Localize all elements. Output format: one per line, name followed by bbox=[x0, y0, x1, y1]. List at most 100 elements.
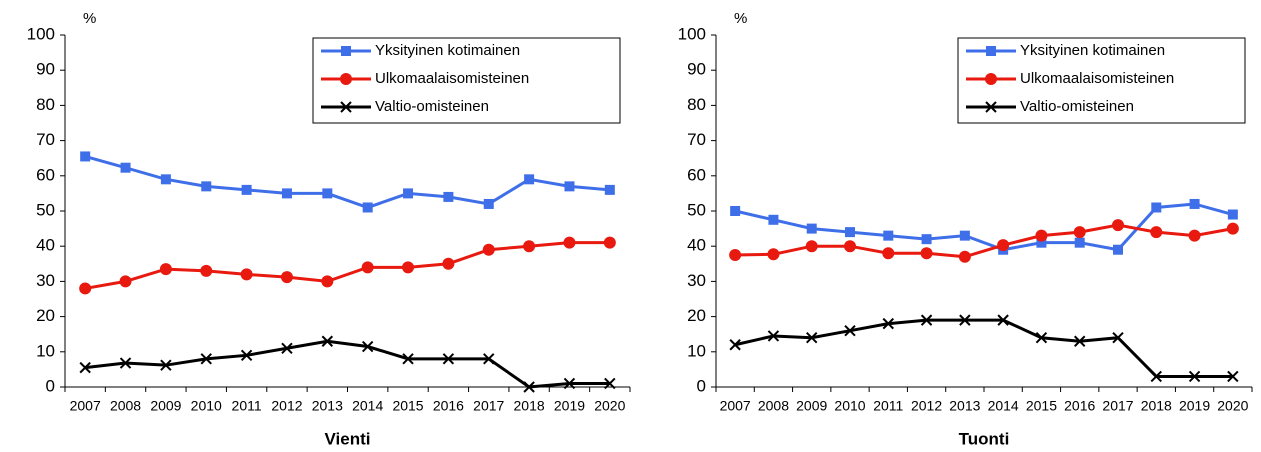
marker bbox=[322, 188, 333, 199]
marker bbox=[1112, 332, 1124, 344]
marker bbox=[1188, 370, 1201, 383]
x-tick-label: 2007 bbox=[720, 398, 751, 414]
marker bbox=[119, 357, 132, 369]
y-tick-label: 60 bbox=[687, 165, 706, 184]
x-tick-label: 2013 bbox=[312, 398, 343, 414]
marker bbox=[845, 227, 855, 238]
line bbox=[734, 202, 1234, 252]
marker bbox=[200, 353, 212, 365]
marker bbox=[402, 353, 414, 365]
marker bbox=[767, 330, 780, 342]
marker bbox=[805, 240, 818, 253]
marker bbox=[729, 339, 741, 351]
marker bbox=[362, 202, 373, 213]
series bbox=[729, 314, 1239, 383]
marker bbox=[442, 257, 455, 270]
marker bbox=[729, 249, 742, 261]
marker bbox=[482, 243, 495, 256]
marker bbox=[959, 314, 971, 326]
marker bbox=[1151, 202, 1162, 213]
marker bbox=[1150, 370, 1162, 383]
marker bbox=[443, 191, 454, 202]
marker bbox=[321, 335, 334, 347]
x-tick-label: 2010 bbox=[191, 398, 222, 414]
x-tick-label: 2015 bbox=[392, 398, 423, 414]
y-tick-label: 100 bbox=[678, 24, 706, 43]
line bbox=[84, 241, 610, 290]
marker bbox=[844, 324, 856, 337]
series bbox=[729, 219, 1239, 263]
x-tick-label: 2020 bbox=[1217, 398, 1248, 414]
legend-marker bbox=[985, 101, 997, 113]
x-tick-label: 2018 bbox=[514, 398, 545, 414]
x-tick-label: 2019 bbox=[554, 398, 585, 414]
marker bbox=[997, 239, 1010, 252]
legend-label: Ulkomaalaisomisteinen bbox=[375, 70, 529, 87]
marker bbox=[119, 275, 132, 288]
series bbox=[80, 151, 615, 213]
marker bbox=[882, 317, 894, 330]
legend-label: Valtio-omisteinen bbox=[1020, 98, 1134, 115]
marker bbox=[361, 261, 374, 274]
chart-title: Vienti bbox=[325, 429, 371, 448]
marker bbox=[200, 264, 213, 277]
marker bbox=[442, 353, 455, 365]
marker bbox=[1035, 332, 1048, 344]
x-tick-label: 2011 bbox=[232, 398, 262, 414]
y-tick-label: 50 bbox=[687, 200, 706, 219]
y-tick-label: 30 bbox=[36, 271, 55, 290]
marker bbox=[160, 359, 172, 371]
marker bbox=[80, 151, 91, 162]
marker bbox=[483, 353, 495, 365]
marker bbox=[79, 282, 92, 295]
marker bbox=[1112, 219, 1124, 232]
y-tick-label: 70 bbox=[687, 130, 706, 149]
marker bbox=[730, 206, 741, 216]
marker bbox=[920, 314, 933, 326]
marker bbox=[1226, 222, 1239, 235]
marker bbox=[321, 275, 334, 288]
x-tick-label: 2007 bbox=[70, 398, 101, 414]
marker bbox=[201, 181, 212, 192]
y-tick-label: 90 bbox=[687, 60, 706, 79]
y-tick-label: 40 bbox=[36, 236, 55, 255]
x-tick-label: 2009 bbox=[150, 398, 181, 414]
marker bbox=[563, 236, 576, 249]
marker bbox=[402, 261, 415, 274]
y-tick-label: 0 bbox=[697, 376, 706, 395]
y-tick-label: 90 bbox=[36, 60, 55, 79]
line bbox=[735, 223, 1234, 259]
series bbox=[79, 335, 616, 393]
x-tick-label: 2016 bbox=[1064, 398, 1095, 414]
marker bbox=[1073, 226, 1086, 239]
x-tick-label: 2011 bbox=[873, 398, 903, 414]
marker bbox=[361, 340, 374, 353]
marker bbox=[564, 181, 575, 192]
line bbox=[734, 318, 1233, 378]
chart-title: Tuonti bbox=[959, 429, 1010, 448]
marker bbox=[883, 230, 894, 241]
marker bbox=[241, 184, 252, 195]
y-tick-label: 40 bbox=[687, 236, 706, 255]
x-tick-label: 2013 bbox=[949, 398, 980, 414]
y-tick-label: 60 bbox=[36, 165, 55, 184]
marker bbox=[997, 314, 1009, 326]
x-tick-label: 2008 bbox=[110, 398, 141, 414]
y-tick-label: 20 bbox=[36, 306, 55, 325]
marker bbox=[280, 271, 293, 284]
y-tick-label: 100 bbox=[27, 24, 55, 43]
marker bbox=[603, 236, 616, 249]
line bbox=[84, 154, 610, 210]
marker bbox=[524, 174, 535, 185]
y-tick-label: 80 bbox=[36, 95, 55, 114]
marker bbox=[240, 268, 253, 281]
marker bbox=[959, 230, 970, 241]
x-tick-label: 2012 bbox=[271, 398, 302, 414]
marker bbox=[1036, 237, 1047, 248]
x-tick-label: 2014 bbox=[352, 398, 383, 414]
legend-label: Yksityinen kotimainen bbox=[375, 42, 520, 59]
y-axis-label: % bbox=[734, 10, 747, 27]
marker bbox=[604, 377, 616, 390]
marker bbox=[920, 247, 933, 260]
